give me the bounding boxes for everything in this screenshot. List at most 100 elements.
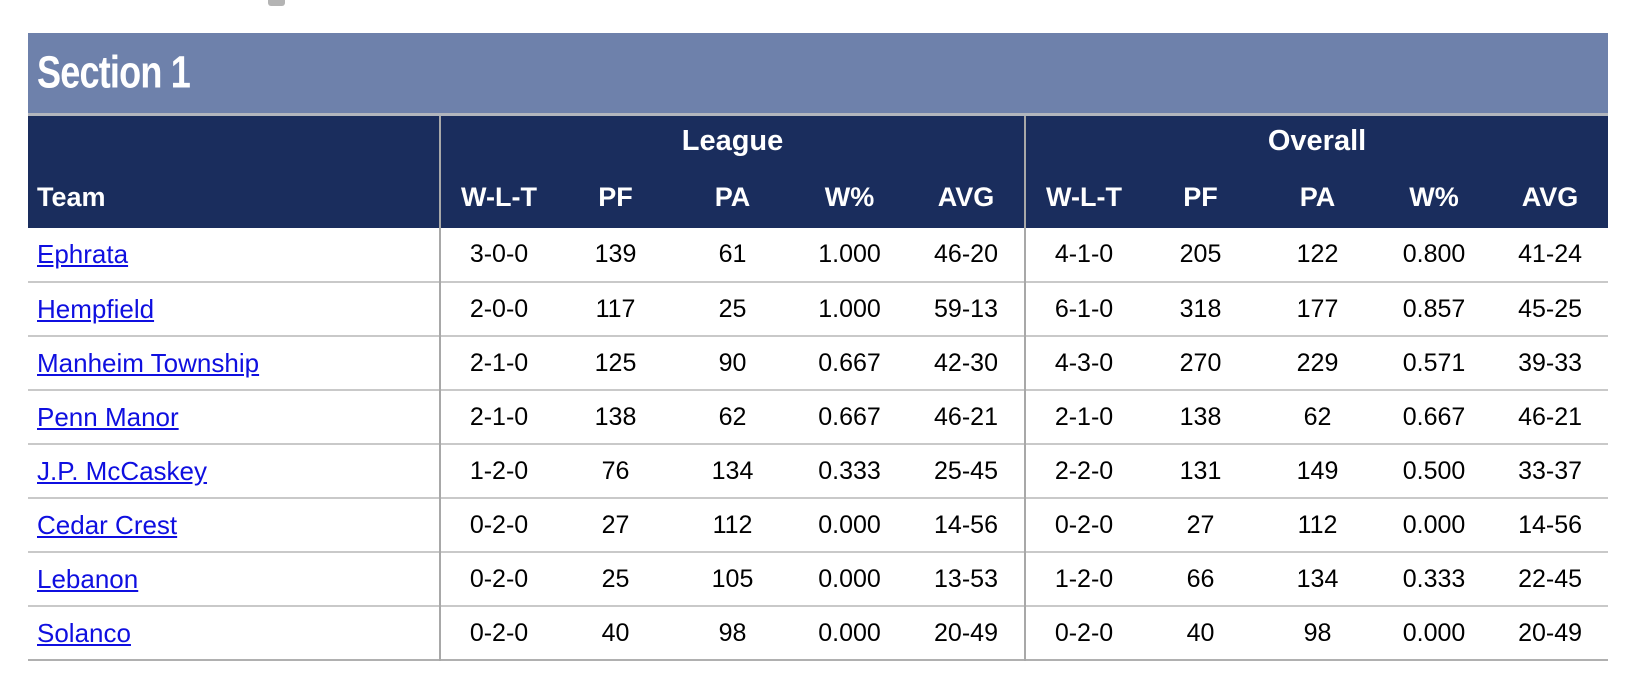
league-pa-cell: 112 bbox=[674, 497, 791, 552]
table-row: Manheim Township 2-1-0 125 90 0.667 42-3… bbox=[28, 335, 1609, 390]
overall-wpct-cell: 0.800 bbox=[1402, 240, 1466, 268]
overall-pa-cell: 229 bbox=[1259, 335, 1377, 390]
league-pf-cell: 139 bbox=[594, 240, 637, 268]
table-row: Ephrata 3-0-0 139 61 1.000 46-20 4-1-0 2… bbox=[28, 228, 1608, 282]
overall-pf-cell: 205 bbox=[1179, 240, 1222, 268]
standings-section: Section 1 Team League Overall W-L-T PF P… bbox=[28, 33, 1609, 661]
section-title: Section 1 bbox=[37, 47, 191, 98]
league-wlt-cell: 2-1-0 bbox=[439, 389, 557, 444]
overall-pa-cell: 98 bbox=[1259, 605, 1377, 660]
league-wpct-cell: 1.000 bbox=[818, 240, 881, 268]
overall-avg-cell: 39-33 bbox=[1492, 335, 1609, 390]
overall-avg-cell: 22-45 bbox=[1492, 551, 1609, 606]
team-cell: Solanco bbox=[28, 605, 440, 660]
league-wlt-cell: 3-0-0 bbox=[439, 228, 557, 282]
team-link[interactable]: Hempfield bbox=[37, 293, 155, 324]
team-link[interactable]: J.P. McCaskey bbox=[37, 455, 208, 486]
overall-group-header: Overall bbox=[1024, 116, 1609, 166]
overall-wlt-cell: 1-2-0 bbox=[1024, 551, 1143, 606]
overall-wlt-cell: 4-1-0 bbox=[1024, 228, 1143, 282]
league-wlt-cell: 0-2-0 bbox=[439, 551, 557, 606]
table-row: Lebanon 0-2-0 25 105 0.000 13-53 1-2-0 6… bbox=[28, 551, 1609, 606]
clipped-text-artifact bbox=[268, 0, 285, 6]
overall-wpct-cell: 0.500 bbox=[1376, 443, 1493, 498]
league-wlt-cell: 2-0-0 bbox=[439, 281, 557, 336]
overall-pf-cell: 66 bbox=[1142, 551, 1260, 606]
overall-col-header-pa: PA bbox=[1259, 166, 1377, 228]
league-pa-cell: 61 bbox=[718, 240, 747, 268]
league-pa-cell: 105 bbox=[674, 551, 791, 606]
overall-avg-cell: 46-21 bbox=[1492, 389, 1609, 444]
league-col-header-pa: PA bbox=[674, 166, 791, 228]
league-wpct-cell: 0.333 bbox=[791, 443, 908, 498]
league-pa-cell: 25 bbox=[674, 281, 791, 336]
overall-pf-cell: 131 bbox=[1142, 443, 1260, 498]
team-link[interactable]: Manheim Township bbox=[37, 347, 260, 378]
league-pf-cell: 27 bbox=[557, 497, 674, 552]
league-pa-cell: 134 bbox=[674, 443, 791, 498]
overall-avg-cell: 14-56 bbox=[1492, 497, 1609, 552]
overall-col-header-pf: PF bbox=[1142, 166, 1260, 228]
team-link[interactable]: Solanco bbox=[37, 617, 131, 648]
league-wpct-cell: 0.000 bbox=[791, 497, 908, 552]
team-link[interactable]: Ephrata bbox=[37, 239, 129, 269]
league-pa-cell: 62 bbox=[674, 389, 791, 444]
league-wpct-cell: 1.000 bbox=[791, 281, 908, 336]
league-wpct-cell: 0.667 bbox=[791, 335, 908, 390]
overall-wlt-cell: 2-2-0 bbox=[1024, 443, 1143, 498]
league-col-header-wpct: W% bbox=[791, 166, 908, 228]
overall-pa-cell: 134 bbox=[1259, 551, 1377, 606]
league-wlt-cell: 1-2-0 bbox=[439, 443, 557, 498]
team-cell: Lebanon bbox=[28, 551, 440, 606]
overall-pa-cell: 149 bbox=[1259, 443, 1377, 498]
league-pf-cell: 117 bbox=[557, 281, 674, 336]
section-banner: Section 1 bbox=[28, 33, 1608, 116]
overall-col-header-avg: AVG bbox=[1492, 166, 1609, 228]
overall-wlt-cell: 6-1-0 bbox=[1024, 281, 1143, 336]
league-col-header-avg: AVG bbox=[908, 166, 1026, 228]
league-pf-cell: 125 bbox=[557, 335, 674, 390]
league-wlt-cell: 0-2-0 bbox=[439, 605, 557, 660]
table-row: Solanco 0-2-0 40 98 0.000 20-49 0-2-0 40… bbox=[28, 605, 1609, 660]
league-pf-cell: 76 bbox=[557, 443, 674, 498]
overall-pf-cell: 318 bbox=[1142, 281, 1260, 336]
team-link[interactable]: Penn Manor bbox=[37, 401, 179, 432]
team-cell: J.P. McCaskey bbox=[28, 443, 440, 498]
league-pa-cell: 90 bbox=[674, 335, 791, 390]
table-row: Hempfield 2-0-0 117 25 1.000 59-13 6-1-0… bbox=[28, 281, 1609, 336]
league-col-header-pf: PF bbox=[557, 166, 674, 228]
team-cell: Ephrata bbox=[28, 228, 440, 282]
team-link[interactable]: Lebanon bbox=[37, 563, 139, 594]
overall-avg-cell: 41-24 bbox=[1518, 240, 1583, 268]
league-pf-cell: 25 bbox=[557, 551, 674, 606]
standings-table: Team League Overall W-L-T PF PA W% AVG W… bbox=[28, 116, 1609, 661]
league-wlt-cell: 2-1-0 bbox=[439, 335, 557, 390]
team-link[interactable]: Cedar Crest bbox=[37, 509, 178, 540]
overall-pa-cell: 177 bbox=[1259, 281, 1377, 336]
overall-wlt-cell: 4-3-0 bbox=[1024, 335, 1143, 390]
table-header: Team League Overall W-L-T PF PA W% AVG W… bbox=[28, 116, 1609, 228]
league-pf-cell: 138 bbox=[557, 389, 674, 444]
overall-wpct-cell: 0.000 bbox=[1376, 497, 1493, 552]
overall-pf-cell: 138 bbox=[1142, 389, 1260, 444]
league-wpct-cell: 0.000 bbox=[791, 551, 908, 606]
overall-wlt-cell: 2-1-0 bbox=[1024, 389, 1143, 444]
overall-wpct-cell: 0.571 bbox=[1376, 335, 1493, 390]
team-column-header: Team bbox=[28, 116, 440, 228]
league-avg-cell: 46-20 bbox=[934, 240, 998, 268]
overall-pf-cell: 40 bbox=[1142, 605, 1260, 660]
overall-avg-cell: 33-37 bbox=[1492, 443, 1609, 498]
league-col-header-wlt: W-L-T bbox=[439, 166, 557, 228]
overall-col-header-wlt: W-L-T bbox=[1024, 166, 1143, 228]
table-row: Penn Manor 2-1-0 138 62 0.667 46-21 2-1-… bbox=[28, 389, 1609, 444]
table-row: J.P. McCaskey 1-2-0 76 134 0.333 25-45 2… bbox=[28, 443, 1609, 498]
overall-wpct-cell: 0.333 bbox=[1376, 551, 1493, 606]
overall-avg-cell: 20-49 bbox=[1492, 605, 1609, 660]
league-avg-cell: 59-13 bbox=[908, 281, 1026, 336]
overall-avg-cell: 45-25 bbox=[1492, 281, 1609, 336]
overall-wpct-cell: 0.857 bbox=[1376, 281, 1493, 336]
league-wlt-cell: 0-2-0 bbox=[439, 497, 557, 552]
overall-pa-cell: 122 bbox=[1296, 240, 1339, 268]
league-wpct-cell: 0.000 bbox=[791, 605, 908, 660]
overall-wpct-cell: 0.667 bbox=[1376, 389, 1493, 444]
